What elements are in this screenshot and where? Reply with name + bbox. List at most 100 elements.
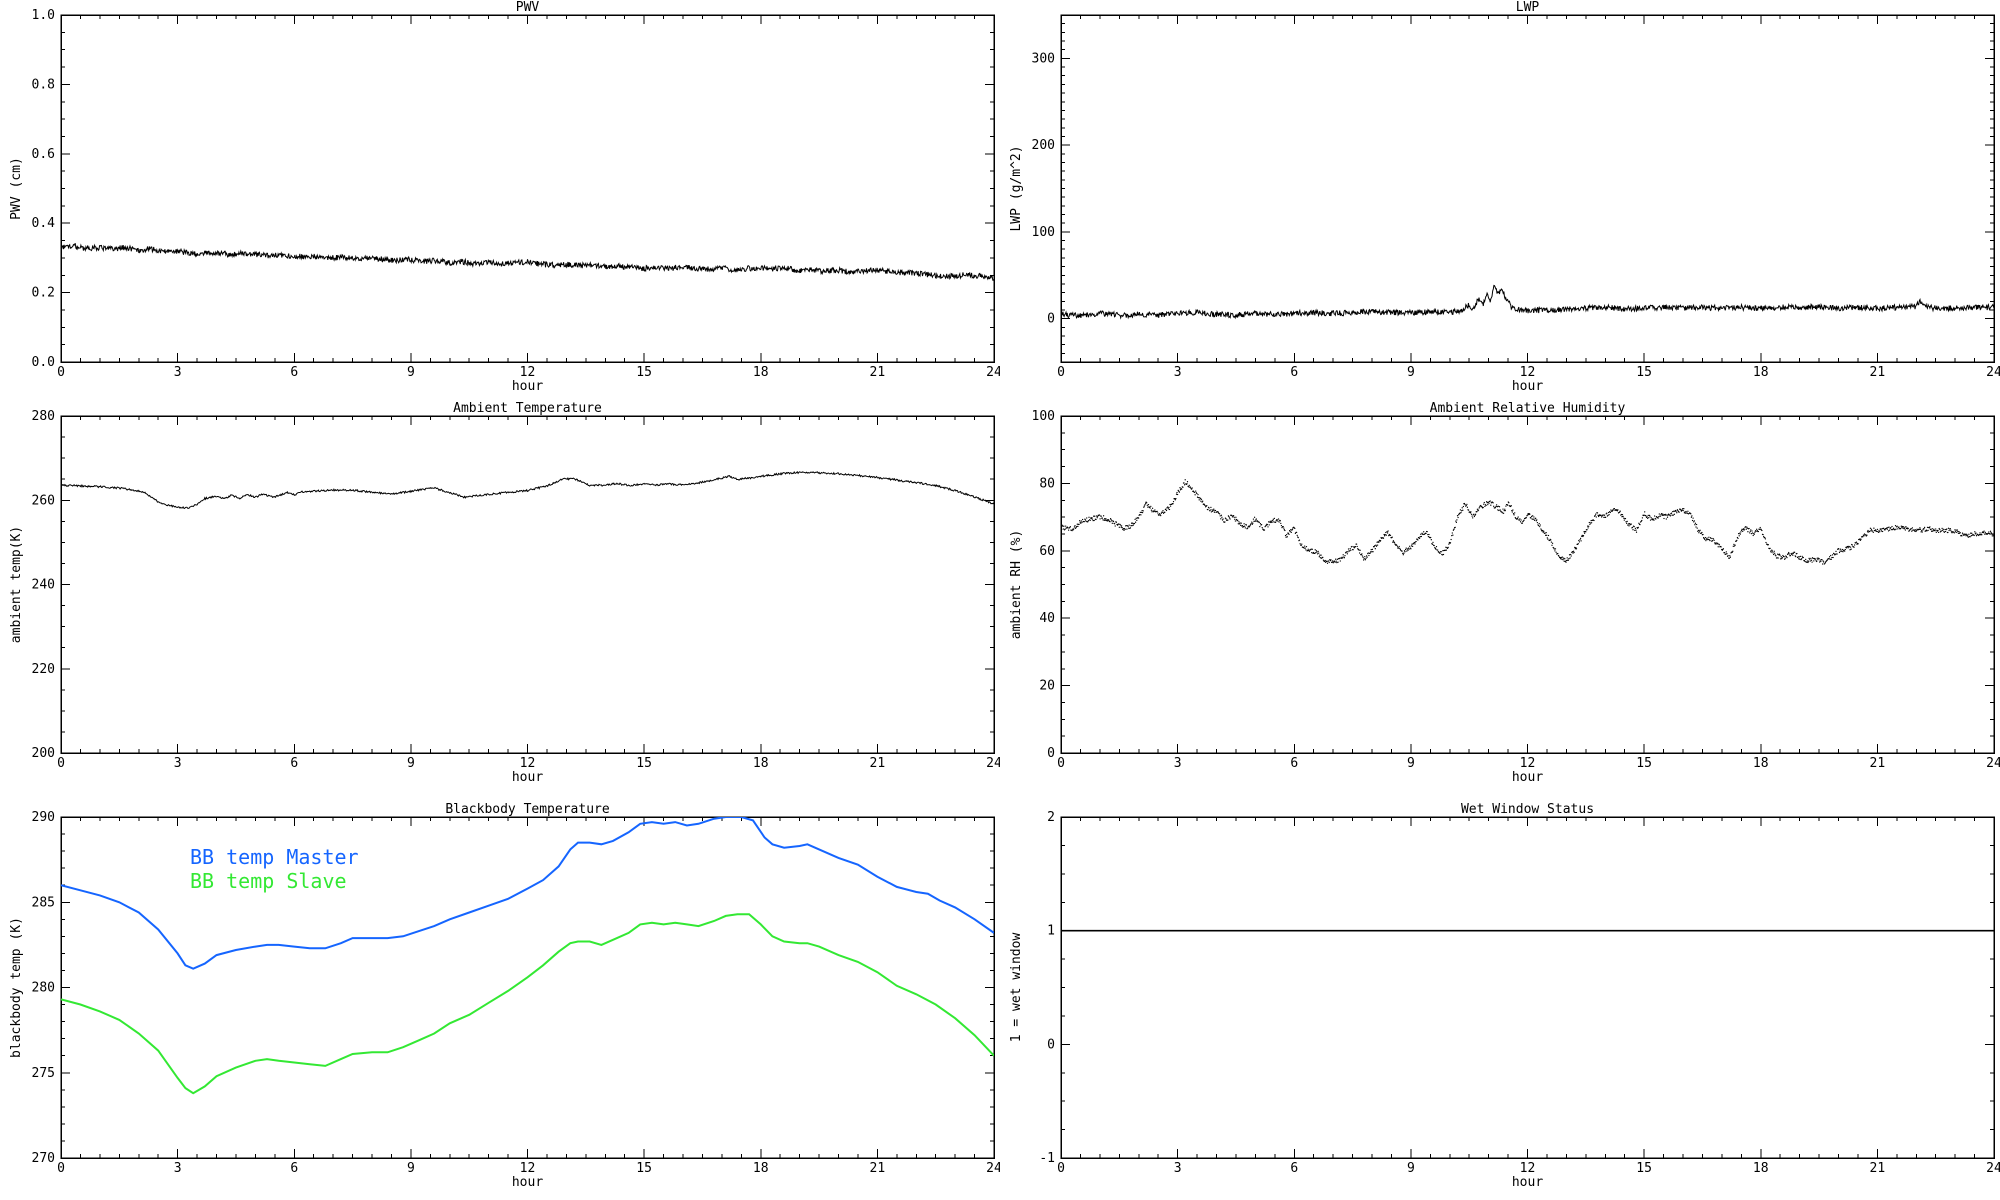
ambient-rh-ytick-label: 20 <box>1039 679 1055 694</box>
ambient-temp-series-group <box>61 470 994 509</box>
ambient-rh-title: Ambient Relative Humidity <box>1430 401 1626 416</box>
wet-window-xtick-label: 24 <box>1986 1161 2000 1176</box>
wet-window-xtick-label: 12 <box>1520 1161 1536 1176</box>
lwp-xtick-label: 18 <box>1753 365 1769 380</box>
pwv-ticks <box>60 14 995 363</box>
ambient-rh-frame <box>1060 415 1995 754</box>
lwp-xtick-label: 6 <box>1290 365 1298 380</box>
lwp-xtick-label: 9 <box>1407 365 1415 380</box>
ambient-temp-xtick-label: 24 <box>986 756 1000 771</box>
wet-window-title: Wet Window Status <box>1461 802 1594 817</box>
ambient-temp-ytick-label: 240 <box>32 578 55 593</box>
pwv-ytick-label: 0.8 <box>32 77 55 92</box>
blackbody-temp-title: Blackbody Temperature <box>445 802 610 817</box>
wet-window-frame <box>1060 816 1995 1159</box>
ambient-temp-xtick-label: 3 <box>174 756 182 771</box>
pwv-xtick-label: 6 <box>290 365 298 380</box>
pwv-xtick-label: 3 <box>174 365 182 380</box>
ambient-rh-ticks <box>1060 415 1995 754</box>
pwv-ytick-label: 0.0 <box>32 355 55 370</box>
pwv-series-group <box>61 243 994 282</box>
wet-window-ytick-label: 1 <box>1047 924 1055 939</box>
pwv-ytick-label: 0.2 <box>32 286 55 301</box>
ambient-rh-xtick-label: 9 <box>1407 756 1415 771</box>
blackbody-temp-xtick-label: 3 <box>174 1161 182 1176</box>
ambient-rh-series-ambient-rh <box>1061 479 1994 565</box>
wet-window-xaxis-label: hour <box>1512 1175 1543 1190</box>
blackbody-temp-xaxis-label: hour <box>512 1175 543 1190</box>
ambient-temp-ytick-label: 260 <box>32 493 55 508</box>
wet-window-xtick-label: 3 <box>1174 1161 1182 1176</box>
ambient-rh-xtick-label: 24 <box>1986 756 2000 771</box>
ambient-rh-xtick-label: 15 <box>1636 756 1652 771</box>
wet-window-xtick-label: 21 <box>1870 1161 1886 1176</box>
ambient-rh-xtick-label: 3 <box>1174 756 1182 771</box>
lwp-ytick-label: 200 <box>1032 138 1055 153</box>
blackbody-temp-ytick-label: 270 <box>32 1151 55 1166</box>
ambient-temp-xtick-label: 18 <box>753 756 769 771</box>
lwp-series-group <box>1061 284 1994 320</box>
wet-window-xtick-label: 18 <box>1753 1161 1769 1176</box>
ambient-temp-xtick-label: 21 <box>870 756 886 771</box>
ambient-rh-ytick-label: 0 <box>1047 746 1055 761</box>
pwv-xaxis-label: hour <box>512 379 543 394</box>
pwv-ytick-label: 0.4 <box>32 216 56 231</box>
wet-window-ticks <box>1060 816 1995 1159</box>
ambient-rh-series-group <box>1061 479 1994 565</box>
blackbody-temp-xtick-label: 9 <box>407 1161 415 1176</box>
lwp-xtick-label: 0 <box>1057 365 1065 380</box>
lwp-xtick-label: 21 <box>1870 365 1886 380</box>
panel-ambient-relative-humidity-chart: 0 3 6 9 12 15 18 21 24 0 20 40 60 80 100 Ambient Relati… <box>1009 401 2000 785</box>
ambient-temp-ytick-label: 280 <box>32 409 55 424</box>
pwv-yaxis-label: PWV (cm) <box>9 157 24 220</box>
pwv-ytick-label: 1.0 <box>32 8 55 23</box>
lwp-yaxis-label: LWP (g/m^2) <box>1009 145 1024 231</box>
ambient-temp-xtick-label: 6 <box>290 756 298 771</box>
lwp-title: LWP <box>1516 0 1540 15</box>
pwv-title: PWV <box>516 0 540 15</box>
blackbody-temp-series-group <box>61 817 994 1095</box>
ambient-temp-xtick-label: 0 <box>57 756 65 771</box>
wet-window-ytick-label: 0 <box>1047 1037 1055 1052</box>
ambient-temp-frame <box>60 415 995 754</box>
blackbody-temp-ytick-label: 280 <box>32 981 55 996</box>
blackbody-temp-xtick-label: 18 <box>753 1161 769 1176</box>
blackbody-temp-xtick-label: 15 <box>636 1161 652 1176</box>
lwp-xtick-label: 3 <box>1174 365 1182 380</box>
ambient-rh-ytick-label: 40 <box>1039 611 1055 626</box>
ambient-temp-xaxis-label: hour <box>512 770 543 785</box>
pwv-xtick-label: 15 <box>636 365 652 380</box>
blackbody-temp-series-bb-temp-slave <box>61 913 994 1095</box>
lwp-ytick-label: 100 <box>1032 225 1055 240</box>
lwp-ytick-label: 300 <box>1032 51 1055 66</box>
pwv-frame <box>60 14 995 363</box>
blackbody-temp-ytick-label: 290 <box>32 810 55 825</box>
pwv-series-pwv <box>61 243 994 282</box>
pwv-ytick-label: 0.6 <box>32 147 55 162</box>
ambient-temp-ytick-label: 200 <box>32 746 55 761</box>
pwv-xtick-label: 18 <box>753 365 769 380</box>
blackbody-temp-xtick-label: 24 <box>986 1161 1000 1176</box>
ambient-rh-xtick-label: 0 <box>1057 756 1065 771</box>
blackbody-temp-ytick-label: 275 <box>32 1066 55 1081</box>
lwp-xtick-label: 24 <box>1986 365 2000 380</box>
lwp-ticks <box>1060 14 1995 363</box>
blackbody-temp-ytick-label: 285 <box>32 895 55 910</box>
legend-bb-temp-master: BB temp Master <box>190 845 359 869</box>
blackbody-temp-xtick-label: 0 <box>57 1161 65 1176</box>
wet-window-xtick-label: 0 <box>1057 1161 1065 1176</box>
ambient-rh-ytick-label: 60 <box>1039 544 1055 559</box>
blackbody-temp-xtick-label: 12 <box>520 1161 536 1176</box>
ambient-rh-yaxis-label: ambient RH (%) <box>1009 530 1024 640</box>
ambient-rh-ytick-label: 80 <box>1039 476 1055 491</box>
ambient-temp-series-ambient-temperature <box>61 470 994 509</box>
pwv-xtick-label: 21 <box>870 365 886 380</box>
wet-window-ytick-label: 2 <box>1047 810 1055 825</box>
ambient-temp-xtick-label: 9 <box>407 756 415 771</box>
ambient-rh-ytick-label: 100 <box>1032 409 1055 424</box>
blackbody-temp-yaxis-label: blackbody temp (K) <box>9 917 24 1058</box>
wet-window-xtick-label: 6 <box>1290 1161 1298 1176</box>
ambient-temp-ytick-label: 220 <box>32 662 55 677</box>
lwp-series-lwp <box>1061 284 1994 320</box>
